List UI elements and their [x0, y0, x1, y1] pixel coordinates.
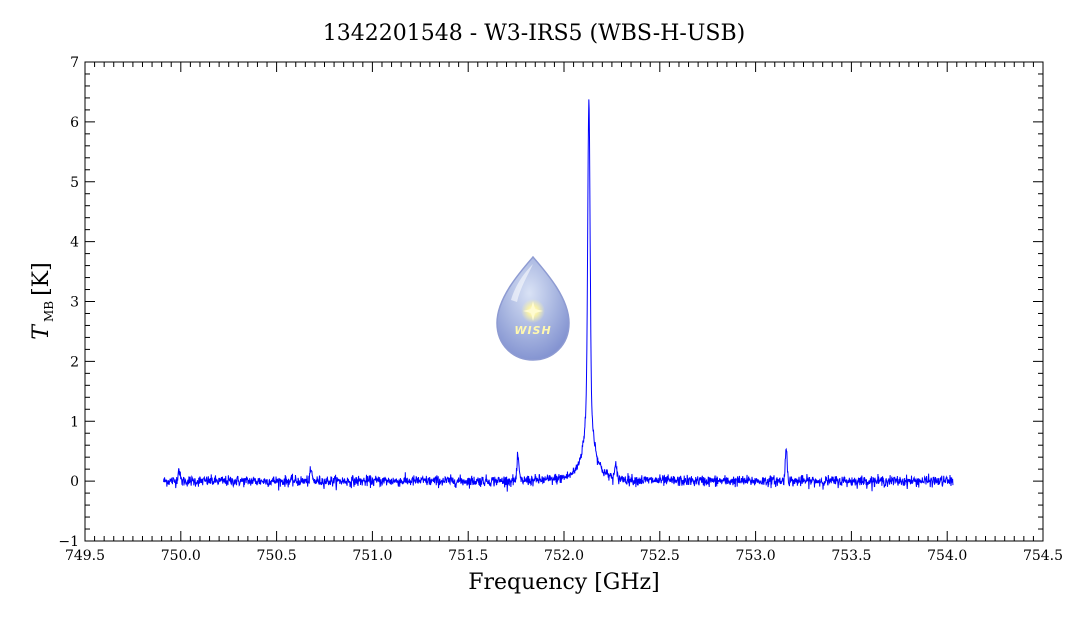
x-tick-label: 753.0	[736, 548, 776, 564]
y-tick-label: 2	[70, 354, 79, 370]
y-tick-label: 6	[70, 115, 79, 131]
x-tick-label: 752.5	[640, 548, 680, 564]
x-tick-label: 750.5	[257, 548, 297, 564]
x-tick-label: 751.5	[448, 548, 488, 564]
y-axis-label-subscript: MB	[42, 301, 56, 322]
y-axis-label-main: T	[29, 323, 54, 340]
logo-text: WISH	[514, 324, 551, 337]
y-tick-label: 7	[70, 55, 79, 71]
axis-ticks	[84, 61, 1044, 542]
y-tick-label: 3	[70, 295, 79, 311]
x-tick-label: 754.5	[1023, 548, 1063, 564]
chart-title: 1342201548 - W3-IRS5 (WBS-H-USB)	[323, 21, 745, 46]
y-axis-label: TMB [K]	[29, 262, 56, 339]
x-tick-label: 754.0	[927, 548, 967, 564]
y-tick-label: 0	[70, 474, 79, 490]
droplet-highlight	[511, 264, 533, 302]
y-tick-label: −1	[58, 534, 79, 550]
x-tick-label: 751.0	[352, 548, 392, 564]
y-axis-tick-labels: −1 0 1 2 3 4 5 6 7	[58, 55, 79, 550]
wish-droplet-logo: WISH	[496, 255, 570, 361]
spectrum-series-line	[163, 99, 954, 492]
x-tick-label: 752.0	[544, 548, 584, 564]
x-tick-label: 753.5	[831, 548, 871, 564]
star-icon	[523, 301, 543, 321]
x-tick-label: 749.5	[65, 548, 105, 564]
x-axis-tick-labels: 749.5 750.0 750.5 751.0 751.5 752.0 752.5 753.0…	[65, 548, 1063, 564]
y-axis-label-unit: [K]	[29, 262, 54, 296]
x-tick-label: 750.0	[161, 548, 201, 564]
y-tick-label: 5	[70, 175, 79, 191]
y-tick-label: 1	[70, 414, 79, 430]
x-axis-label: Frequency [GHz]	[468, 570, 660, 595]
y-tick-label: 4	[70, 235, 79, 251]
